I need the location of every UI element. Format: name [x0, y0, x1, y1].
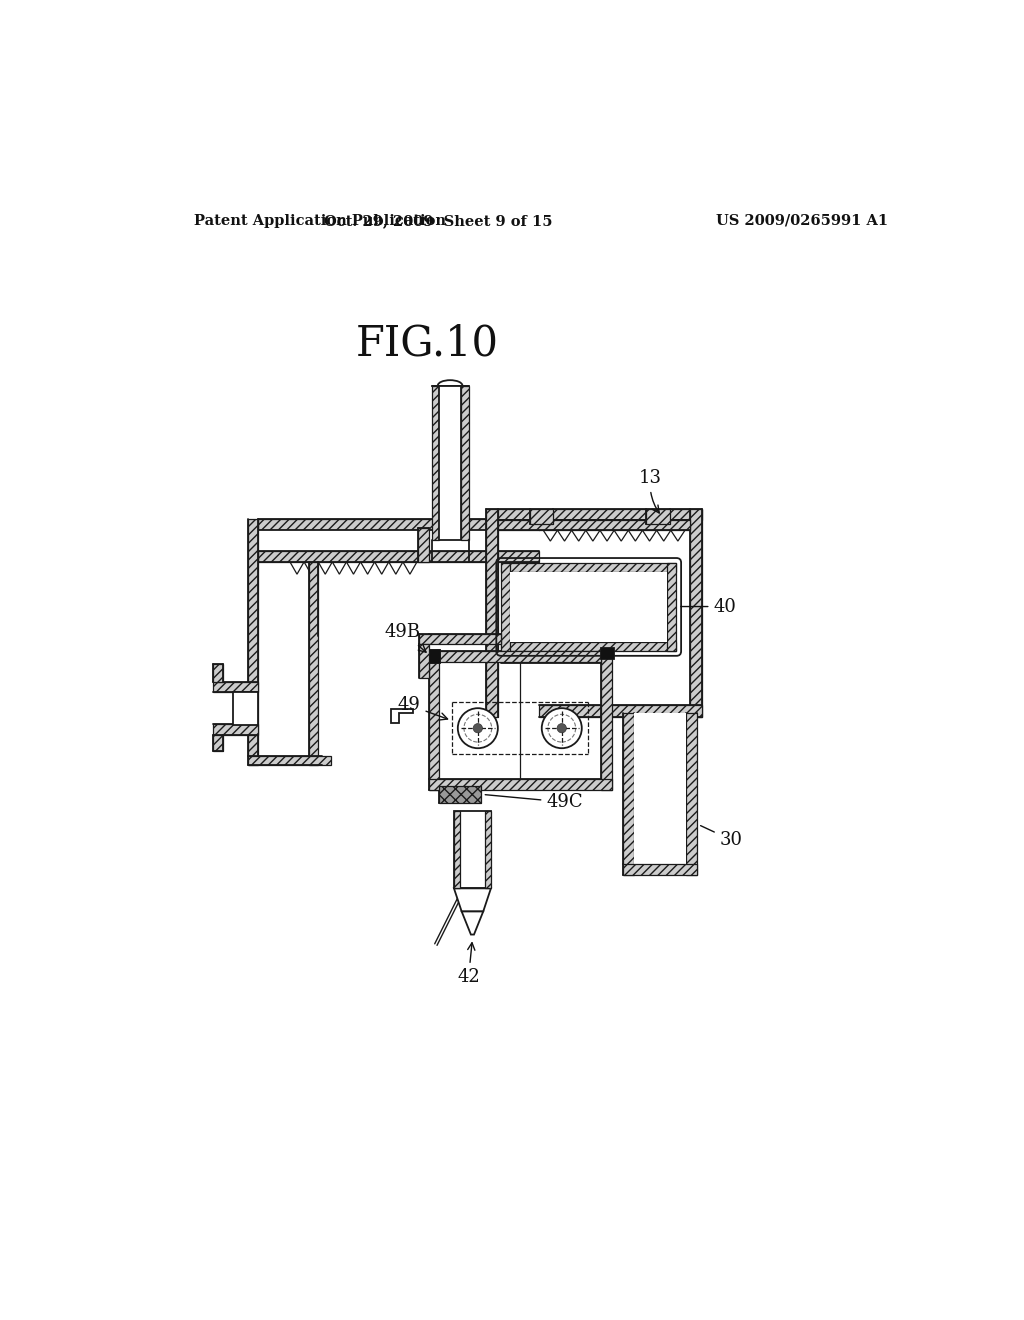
Bar [249, 519, 258, 766]
Polygon shape [642, 531, 656, 541]
Polygon shape [346, 562, 360, 574]
Bar [624, 713, 634, 875]
Bar [432, 385, 439, 540]
Bar [530, 508, 553, 524]
Bar [213, 664, 223, 682]
Bar [498, 520, 690, 531]
Bar [258, 562, 307, 766]
Bar [686, 713, 696, 875]
Circle shape [473, 723, 482, 733]
Bar [213, 735, 223, 751]
Polygon shape [600, 647, 614, 659]
Polygon shape [571, 531, 586, 541]
Bar [501, 562, 510, 651]
Bar [309, 562, 318, 766]
Polygon shape [462, 911, 483, 935]
Bar [258, 552, 539, 562]
Bar [668, 562, 677, 651]
Polygon shape [389, 562, 402, 574]
Bar [484, 812, 490, 888]
Bar [501, 642, 677, 651]
Text: 40: 40 [681, 598, 736, 615]
Bar [624, 863, 696, 875]
Bar [429, 779, 611, 789]
Polygon shape [402, 562, 417, 574]
Bar [419, 635, 501, 644]
Bar [258, 519, 539, 529]
Bar [601, 651, 611, 789]
Text: 49C: 49C [485, 793, 583, 810]
Bar [438, 785, 481, 803]
Bar [213, 682, 258, 692]
Polygon shape [656, 531, 671, 541]
Polygon shape [360, 562, 375, 574]
Bar [429, 649, 440, 663]
Polygon shape [557, 531, 571, 541]
Polygon shape [454, 888, 490, 911]
Text: 30: 30 [700, 825, 742, 849]
Polygon shape [318, 562, 333, 574]
Bar [539, 705, 701, 717]
Bar [439, 385, 461, 540]
Polygon shape [290, 562, 304, 574]
Polygon shape [671, 531, 685, 541]
Polygon shape [391, 709, 413, 723]
Bar [646, 508, 670, 524]
Bar [429, 651, 439, 789]
Bar [634, 713, 686, 875]
Bar [454, 812, 490, 888]
Text: Patent Application Publication: Patent Application Publication [194, 214, 445, 228]
Bar [510, 572, 668, 642]
Text: Oct. 29, 2009  Sheet 9 of 15: Oct. 29, 2009 Sheet 9 of 15 [325, 214, 553, 228]
Circle shape [557, 723, 566, 733]
Bar [501, 562, 677, 572]
Polygon shape [333, 562, 346, 574]
Bar [213, 725, 258, 735]
Bar [454, 812, 460, 888]
Bar [418, 528, 429, 562]
Text: FIG.10: FIG.10 [355, 322, 499, 364]
Bar [486, 508, 498, 717]
Polygon shape [304, 562, 318, 574]
Polygon shape [629, 531, 642, 541]
Polygon shape [614, 531, 629, 541]
Bar [258, 529, 539, 552]
Text: 42: 42 [457, 942, 480, 986]
Polygon shape [544, 531, 557, 541]
Bar [690, 508, 701, 717]
Polygon shape [586, 531, 600, 541]
Circle shape [458, 708, 498, 748]
Text: 49B: 49B [385, 623, 426, 652]
Bar [249, 756, 331, 766]
Bar [233, 692, 258, 725]
Bar [419, 644, 429, 678]
Bar [486, 508, 701, 520]
Bar [439, 651, 601, 663]
Polygon shape [600, 531, 614, 541]
Polygon shape [375, 562, 389, 574]
Text: 49: 49 [397, 696, 447, 719]
Text: 13: 13 [639, 469, 662, 513]
Bar [461, 385, 469, 540]
Text: US 2009/0265991 A1: US 2009/0265991 A1 [716, 214, 888, 228]
Circle shape [542, 708, 582, 748]
